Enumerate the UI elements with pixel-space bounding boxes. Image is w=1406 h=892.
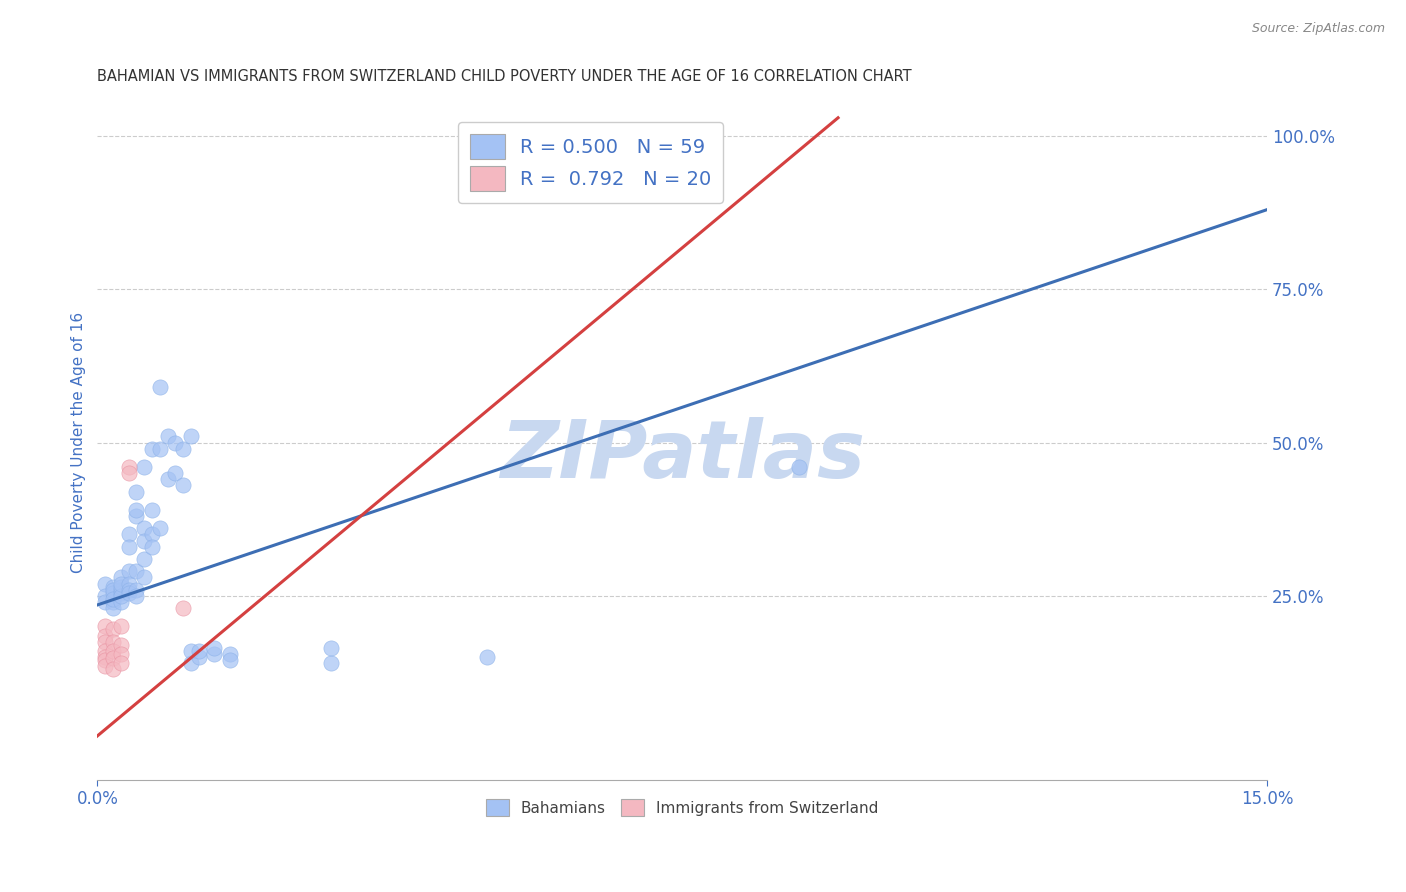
Legend: Bahamians, Immigrants from Switzerland: Bahamians, Immigrants from Switzerland <box>479 793 884 822</box>
Point <box>125 503 148 517</box>
Point <box>101 591 124 606</box>
Point <box>101 623 124 637</box>
Point <box>94 634 117 648</box>
Point <box>94 659 117 673</box>
Point <box>187 644 209 658</box>
Point <box>101 644 124 658</box>
Point <box>117 585 139 599</box>
Point <box>156 429 179 443</box>
Point <box>101 585 124 599</box>
Point <box>180 656 202 670</box>
Point <box>202 647 225 661</box>
Point <box>94 653 117 667</box>
Point <box>125 509 148 524</box>
Point <box>180 429 202 443</box>
Text: ZIPatlas: ZIPatlas <box>499 417 865 495</box>
Point <box>117 540 139 554</box>
Point <box>219 647 242 661</box>
Point <box>110 585 132 599</box>
Point <box>101 601 124 615</box>
Point <box>180 644 202 658</box>
Point <box>101 634 124 648</box>
Point <box>134 521 156 535</box>
Point <box>110 595 132 609</box>
Point <box>321 656 343 670</box>
Point <box>117 576 139 591</box>
Point <box>787 460 810 475</box>
Point <box>141 540 163 554</box>
Point <box>94 595 117 609</box>
Point <box>117 527 139 541</box>
Point <box>125 589 148 603</box>
Point <box>172 442 194 456</box>
Point <box>149 442 172 456</box>
Point <box>110 656 132 670</box>
Point <box>141 503 163 517</box>
Point <box>134 570 156 584</box>
Point <box>94 576 117 591</box>
Point <box>125 564 148 578</box>
Text: BAHAMIAN VS IMMIGRANTS FROM SWITZERLAND CHILD POVERTY UNDER THE AGE OF 16 CORREL: BAHAMIAN VS IMMIGRANTS FROM SWITZERLAND … <box>97 69 912 84</box>
Point <box>149 521 172 535</box>
Point <box>165 466 187 480</box>
Point <box>94 650 117 665</box>
Point <box>156 472 179 486</box>
Point <box>94 644 117 658</box>
Point <box>187 650 209 665</box>
Point <box>165 435 187 450</box>
Point <box>149 380 172 394</box>
Point <box>117 564 139 578</box>
Point <box>110 589 132 603</box>
Point <box>101 582 124 597</box>
Point <box>172 478 194 492</box>
Point <box>94 619 117 633</box>
Point <box>141 527 163 541</box>
Point <box>141 442 163 456</box>
Point <box>110 619 132 633</box>
Point <box>110 580 132 594</box>
Point <box>110 570 132 584</box>
Point <box>101 662 124 676</box>
Point <box>110 638 132 652</box>
Point <box>593 129 616 144</box>
Point <box>477 650 499 665</box>
Point <box>134 460 156 475</box>
Point <box>110 647 132 661</box>
Point <box>134 552 156 566</box>
Point <box>219 653 242 667</box>
Point <box>101 580 124 594</box>
Point <box>94 629 117 643</box>
Point <box>110 582 132 597</box>
Y-axis label: Child Poverty Under the Age of 16: Child Poverty Under the Age of 16 <box>72 312 86 574</box>
Point <box>134 533 156 548</box>
Point <box>94 589 117 603</box>
Point <box>117 466 139 480</box>
Point <box>117 460 139 475</box>
Point <box>172 601 194 615</box>
Point <box>321 640 343 655</box>
Point <box>125 582 148 597</box>
Point <box>117 582 139 597</box>
Point <box>101 651 124 665</box>
Point <box>101 595 124 609</box>
Text: Source: ZipAtlas.com: Source: ZipAtlas.com <box>1251 22 1385 36</box>
Point <box>125 484 148 499</box>
Point <box>110 576 132 591</box>
Point <box>202 640 225 655</box>
